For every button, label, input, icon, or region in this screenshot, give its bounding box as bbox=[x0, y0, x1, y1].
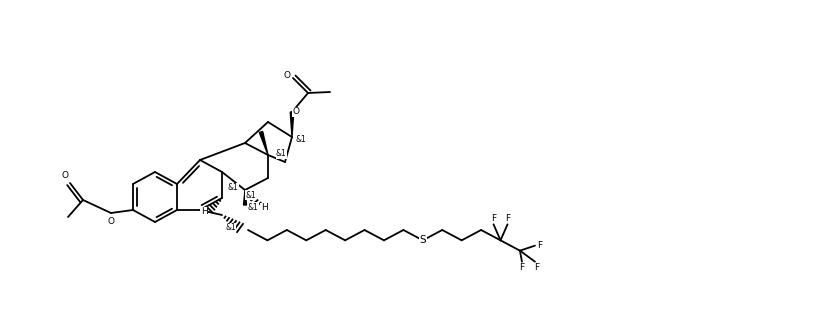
Text: O: O bbox=[284, 71, 291, 80]
Text: &1: &1 bbox=[225, 224, 236, 232]
Text: H: H bbox=[201, 207, 207, 216]
Text: H: H bbox=[260, 203, 267, 213]
Polygon shape bbox=[260, 132, 268, 155]
Text: O: O bbox=[292, 108, 300, 116]
Text: F: F bbox=[534, 263, 539, 272]
Text: &1: &1 bbox=[228, 184, 239, 192]
Text: F: F bbox=[505, 214, 510, 223]
Polygon shape bbox=[291, 112, 294, 137]
Text: S: S bbox=[419, 235, 426, 245]
Text: O: O bbox=[61, 171, 68, 180]
Text: O: O bbox=[108, 217, 114, 226]
Text: &1: &1 bbox=[245, 190, 255, 200]
Polygon shape bbox=[244, 190, 246, 205]
Text: F: F bbox=[491, 214, 496, 223]
Text: &1: &1 bbox=[248, 202, 259, 212]
Text: &1: &1 bbox=[296, 136, 307, 145]
Text: F: F bbox=[537, 241, 542, 250]
Text: F: F bbox=[519, 263, 524, 272]
Text: &1: &1 bbox=[276, 150, 286, 159]
